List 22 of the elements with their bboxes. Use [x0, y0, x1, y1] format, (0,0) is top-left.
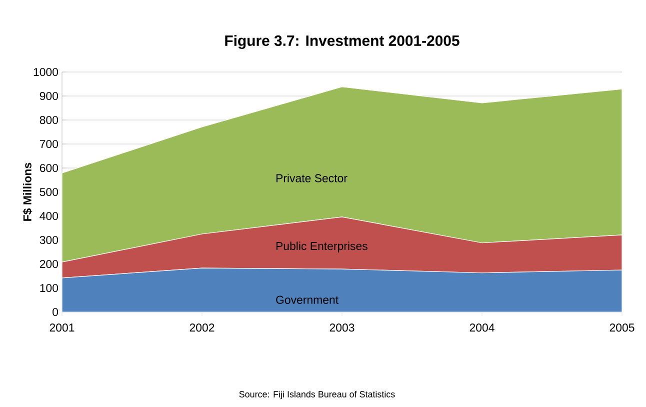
y-tick-label: 100 [40, 284, 58, 292]
y-tick-label: 800 [40, 116, 58, 124]
y-tick-label: 300 [40, 236, 58, 244]
y-tick-label: 200 [40, 260, 58, 268]
y-axis-title: F$ Millions [22, 162, 32, 221]
y-tick-label: 900 [40, 92, 58, 100]
x-tick-label: 2005 [610, 324, 634, 332]
x-tick-label: 2001 [50, 324, 74, 332]
series-label: Public Enterprises [276, 242, 368, 252]
y-tick-label: 0 [52, 308, 58, 316]
y-tick-label: 700 [40, 140, 58, 148]
y-tick-label: 400 [40, 212, 58, 220]
x-tick-label: 2004 [470, 324, 494, 332]
y-tick-label: 500 [40, 188, 58, 196]
y-tick-label: 1000 [34, 68, 58, 76]
source-note: Source: Fiji Islands Bureau of Statistics [239, 390, 395, 400]
series-label: Private Sector [276, 174, 348, 182]
y-tick-label: 600 [40, 164, 58, 172]
x-tick-label: 2002 [190, 324, 214, 332]
chart-title: Figure 3.7: Investment 2001-2005 [225, 35, 460, 49]
series-label: Government [276, 296, 338, 304]
x-tick-label: 2003 [330, 324, 354, 332]
